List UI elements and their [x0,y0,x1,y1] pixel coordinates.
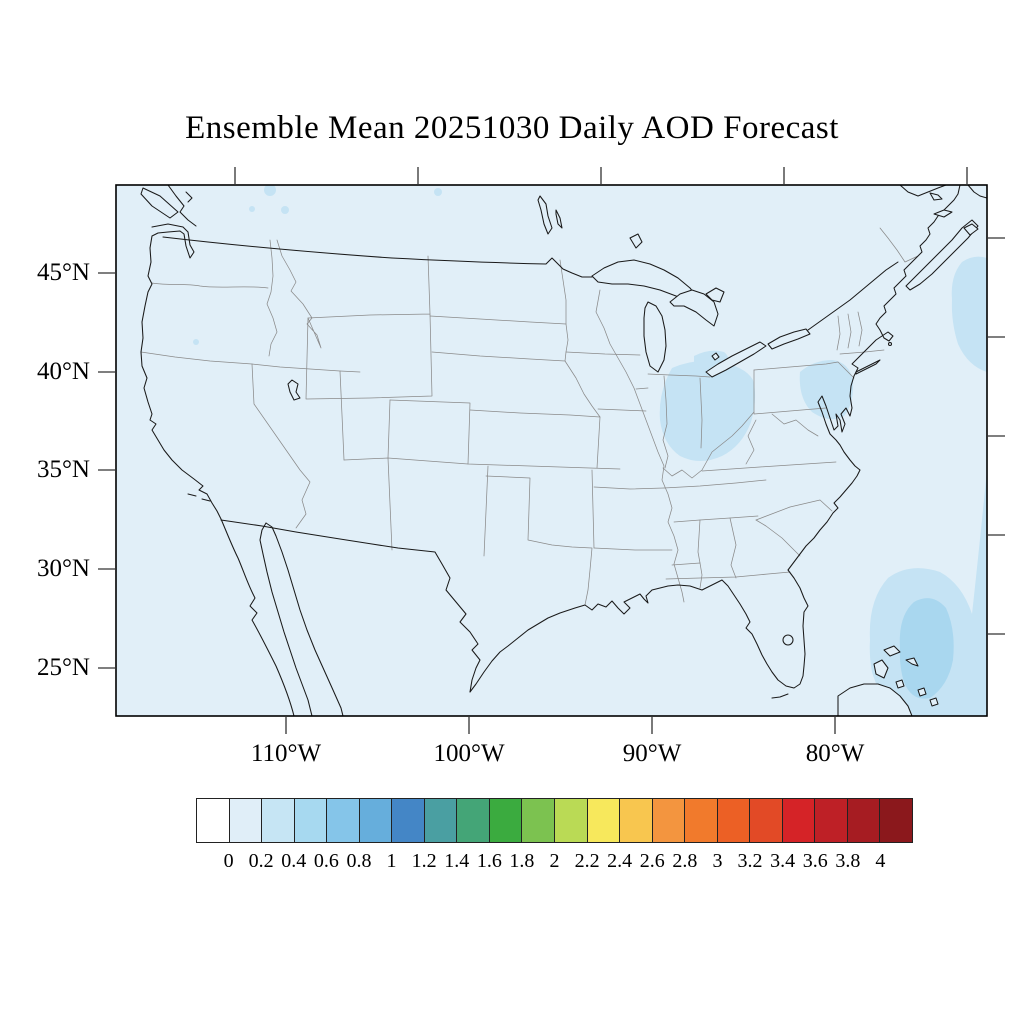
lat-label-0: 45°N [36,259,90,286]
colorbar-tick-label-3: 0.6 [313,850,339,872]
colorbar-cell-12 [586,798,620,843]
colorbar-tick-label-8: 1.6 [476,850,502,872]
colorbar-cell-18 [781,798,815,843]
colorbar [196,798,914,843]
axis-ticks [98,167,1005,734]
colorbar-cell-10 [521,798,555,843]
lat-label-2: 35°N [36,456,90,483]
colorbar-tick-label-12: 2.4 [607,850,633,872]
aod-speck-4 [434,188,442,196]
coastlines [140,185,987,716]
colorbar-tick-label-10: 2 [549,850,560,872]
colorbar-cell-6 [391,798,424,843]
colorbar-cell-17 [749,798,782,843]
colorbar-tick-label-4: 0.8 [346,850,372,872]
aod-patch-atlantic-nova-scotia [951,256,987,372]
colorbar-cell-2 [261,798,294,843]
colorbar-tick-label-14: 2.8 [672,850,698,872]
colorbar-cell-5 [358,798,392,843]
map-background-fill [116,185,987,716]
colorbar-cell-13 [619,798,652,843]
colorbar-tick-label-19: 3.8 [835,850,861,872]
colorbar-cell-8 [456,798,489,843]
lon-label-0: 110°W [250,740,322,767]
colorbar-tick-label-11: 2.2 [574,850,600,872]
colorbar-cell-21 [879,798,914,843]
colorbar-cell-15 [684,798,717,843]
lat-label-3: 30°N [36,555,90,582]
colorbar-cell-4 [326,798,359,843]
aod-patch-new-jersey [799,360,854,420]
colorbar-tick-label-15: 3 [712,850,723,872]
colorbar-tick-label-16: 3.2 [737,850,763,872]
colorbar-cell-0 [196,798,229,843]
colorbar-tick-label-2: 0.4 [281,850,307,872]
colorbar-cell-11 [554,798,587,843]
lon-label-2: 90°W [622,740,682,767]
aod-patch-atlantic-southeast [869,470,987,716]
map-frame [115,184,988,717]
colorbar-tick-label-7: 1.4 [444,850,470,872]
colorbar-tick-label-13: 2.6 [639,850,665,872]
colorbar-cell-14 [651,798,685,843]
colorbar-tick-label-17: 3.4 [770,850,796,872]
colorbar-cell-19 [814,798,847,843]
aod-speck-3 [249,206,255,212]
colorbar-tick-label-1: 0.2 [248,850,274,872]
lat-label-1: 40°N [36,358,90,385]
lon-label-3: 80°W [805,740,865,767]
colorbar-tick-label-5: 1 [386,850,397,872]
colorbar-tick-label-9: 1.8 [509,850,535,872]
state-borders [140,227,919,606]
colorbar-tick-label-20: 4 [875,850,886,872]
map-area [116,185,987,716]
colorbar-tick-label-6: 1.2 [411,850,437,872]
aod-patch-ohio-indiana [659,360,756,461]
plot-title: Ensemble Mean 20251030 Daily AOD Forecas… [185,110,839,146]
aod-speck-2 [281,206,289,214]
colorbar-cell-20 [846,798,880,843]
colorbar-cell-1 [228,798,262,843]
aod-speck-5 [193,339,199,345]
colorbar-cell-3 [293,798,327,843]
aod-speck-1 [264,185,276,196]
aod-patch-atlantic-core [899,598,954,699]
colorbar-cell-7 [423,798,457,843]
colorbar-cell-9 [488,798,522,843]
lat-label-4: 25°N [36,654,90,681]
lon-label-1: 100°W [433,740,505,767]
colorbar-tick-label-18: 3.6 [802,850,828,872]
colorbar-cell-16 [716,798,750,843]
colorbar-tick-label-0: 0 [223,850,234,872]
aod-patch-layer [193,185,987,716]
